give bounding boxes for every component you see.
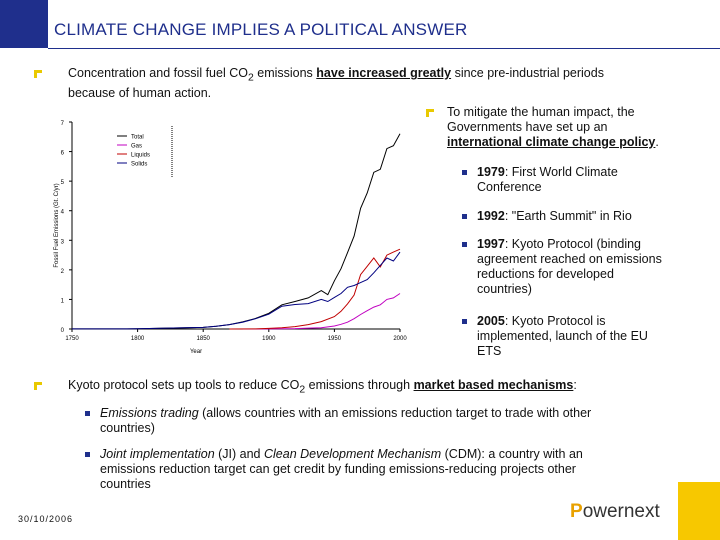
intro-paragraph: Concentration and fossil fuel CO2 emissi… — [68, 66, 708, 101]
intro-text: Concentration and fossil fuel CO — [68, 66, 248, 80]
legend-label: Solids — [131, 162, 147, 168]
mitigate-line2: Governments have set up an — [447, 120, 608, 134]
bullet-icon — [426, 109, 434, 117]
square-bullet-icon — [462, 242, 467, 247]
bullet-icon — [34, 70, 42, 78]
corner-logo-square — [0, 0, 48, 48]
x-tick-label: 1850 — [197, 336, 211, 342]
page-title: CLIMATE CHANGE IMPLIES A POLITICAL ANSWE… — [54, 20, 468, 39]
milestone-year: 2005 — [477, 314, 505, 328]
title-divider — [48, 48, 720, 49]
milestone-text: Conference — [477, 180, 542, 194]
milestone-text: implemented, launch of the EU — [477, 329, 648, 343]
square-bullet-icon — [85, 452, 90, 457]
square-bullet-icon — [462, 214, 467, 219]
tool-text: emissions reduction target can get credi… — [100, 462, 576, 476]
y-tick-label: 0 — [61, 328, 65, 334]
milestone-text: : First World Climate — [504, 165, 618, 179]
intro-text-line2: because of human action. — [68, 85, 212, 100]
milestone-text: : Kyoto Protocol is — [504, 314, 606, 328]
milestone-text: ETS — [477, 344, 502, 358]
tool-text: (allows countries with an emissions redu… — [198, 406, 592, 420]
tool-item: Joint implementation (JI) and Clean Deve… — [100, 447, 710, 492]
series-line-gas — [242, 293, 401, 330]
milestone-text: : Kyoto Protocol (binding — [504, 237, 642, 251]
milestone-item: 1992: "Earth Summit" in Rio — [477, 209, 707, 224]
y-tick-label: 1 — [61, 298, 65, 304]
logo-text: owernext — [582, 501, 660, 522]
tool-text: countries) — [100, 421, 155, 435]
y-tick-label: 2 — [61, 269, 65, 275]
mitigate-paragraph: To mitigate the human impact, the Govern… — [447, 105, 707, 150]
x-axis-label: Year — [190, 349, 202, 355]
milestone-text: countries) — [477, 282, 532, 296]
y-tick-label: 4 — [61, 210, 65, 216]
intro-emphasis: have increased greatly — [316, 66, 452, 80]
intro-text-mid: emissions — [253, 66, 317, 80]
milestone-year: 1992 — [477, 209, 505, 223]
intro-subscript: 2 — [247, 72, 254, 84]
kyoto-paragraph: Kyoto protocol sets up tools to reduce C… — [68, 378, 708, 398]
milestone-text: agreement reached on emissions — [477, 252, 662, 266]
powernext-logo: Powernext — [570, 501, 660, 523]
tool-item: Emissions trading (allows countries with… — [100, 406, 710, 436]
x-tick-label: 1800 — [131, 336, 145, 342]
mitigate-end: . — [655, 135, 659, 149]
kyoto-end: : — [573, 378, 577, 392]
milestone-text: reductions for developed — [477, 267, 614, 281]
footer-date: 30/10/2006 — [18, 514, 74, 524]
series-line-liquids — [229, 248, 401, 330]
bullet-icon — [34, 382, 42, 390]
x-tick-label: 1950 — [328, 336, 342, 342]
kyoto-text: Kyoto protocol sets up tools to reduce C… — [68, 378, 300, 392]
emissions-chart: 0 1 2 3 4 5 6 7 1750 1800 1850 1900 1950 2000 Year Foss… — [54, 121, 407, 355]
kyoto-text-mid: emissions through — [305, 378, 414, 392]
y-tick-label: 5 — [61, 180, 65, 186]
tool-name: Joint implementation — [100, 447, 215, 461]
y-axis-label: Fossil Fuel Emissions (Gt. C/yr) — [54, 183, 60, 267]
milestone-text: : "Earth Summit" in Rio — [504, 209, 632, 223]
x-tick-label: 2000 — [393, 336, 407, 342]
x-tick-label: 1750 — [65, 336, 79, 342]
legend-label: Gas — [131, 144, 142, 150]
milestone-year: 1997 — [477, 237, 505, 251]
tool-text: (CDM): a country with an — [441, 447, 583, 461]
series-line-solids — [71, 251, 401, 330]
tool-text: countries — [100, 477, 151, 491]
y-tick-label: 3 — [61, 239, 65, 245]
kyoto-subscript: 2 — [299, 384, 306, 396]
tool-name: Clean Development Mechanism — [263, 447, 442, 461]
milestone-item: 1997: Kyoto Protocol (binding agreement … — [477, 237, 712, 297]
tool-text: (JI) and — [214, 447, 264, 461]
logo-letter: P — [570, 501, 583, 522]
intro-text-post: since pre-industrial periods — [451, 66, 604, 80]
kyoto-emphasis: market based mechanisms — [413, 378, 574, 392]
legend-label: Total — [131, 135, 144, 141]
legend-label: Liquids — [131, 153, 150, 159]
mitigate-line1: To mitigate the human impact, the — [447, 105, 635, 119]
square-bullet-icon — [85, 411, 90, 416]
tool-name: Emissions trading — [100, 406, 199, 420]
corner-accent-square — [678, 482, 720, 540]
milestone-item: 1979: First World Climate Conference — [477, 165, 707, 195]
milestone-item: 2005: Kyoto Protocol is implemented, lau… — [477, 314, 707, 359]
x-tick-label: 1900 — [262, 336, 276, 342]
y-tick-label: 6 — [61, 151, 65, 157]
square-bullet-icon — [462, 170, 467, 175]
square-bullet-icon — [462, 319, 467, 324]
mitigate-emphasis: international climate change policy — [447, 135, 656, 149]
milestone-year: 1979 — [477, 165, 505, 179]
y-tick-label: 7 — [61, 121, 65, 127]
